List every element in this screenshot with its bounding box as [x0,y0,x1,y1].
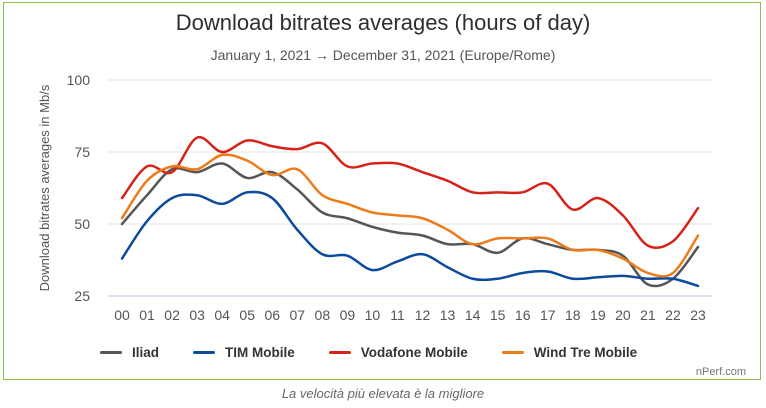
legend-item: Wind Tre Mobile [501,345,638,360]
x-tick-label: 14 [465,307,481,323]
x-tick-label: 08 [315,307,331,323]
chart-legend: Iliad TIM Mobile Vodafone Mobile Wind Tre M… [100,345,671,360]
x-tick-label: 20 [615,307,631,323]
x-tick-label: 01 [139,307,155,323]
line-chart: 25 50 75 100 00 01 02 03 04 05 06 07 08 09 10 11 12 13 14 1… [67,72,712,323]
chart-title: Download bitrates averages (hours of day… [175,10,591,35]
series-line-wind-tre-mobile [120,153,700,278]
series-line-iliad [120,162,700,288]
chart-frame [3,2,761,380]
x-tick-label: 21 [640,307,656,323]
caption-text: La velocità più elevata è la migliore [281,386,485,401]
x-tick-label: 05 [239,307,255,323]
x-tick-label: 09 [340,307,356,323]
x-tick-label: 11 [390,307,405,323]
x-tick-label: 02 [164,307,180,323]
x-tick-label: 12 [415,307,431,323]
x-tick-label: 03 [189,307,205,323]
legend-item: Iliad [100,345,159,360]
x-tick-label: 19 [590,307,606,323]
legend-label: Iliad [132,345,160,360]
x-tick-label: 18 [565,307,581,323]
x-tick-label: 10 [365,307,381,323]
series-line-vodafone-mobile [120,135,700,250]
x-tick-label: 06 [264,307,280,323]
y-tick-label: 25 [74,288,90,304]
x-tick-label: 07 [290,307,306,323]
legend-swatch [193,351,216,354]
legend-swatch [501,351,524,354]
legend-swatch [100,351,122,354]
x-tick-label: 00 [114,307,130,323]
chart-subtitle: January 1, 2021 → December 31, 2021 (Eur… [210,47,556,63]
x-tick-label: 15 [490,307,506,323]
x-tick-label: 13 [440,307,456,323]
x-tick-label: 23 [690,307,706,323]
legend-item: Vodafone Mobile [328,345,468,360]
credit-text: nPerf.com [695,366,746,378]
x-tick-label: 04 [214,307,230,323]
series-line-tim-mobile [120,190,700,288]
y-tick-label: 100 [67,72,91,88]
y-tick-label: 75 [74,144,90,160]
x-tick-label: 22 [665,307,681,323]
x-tick-label: 17 [540,307,556,323]
x-tick-label: 16 [515,307,531,323]
legend-label: TIM Mobile [225,345,295,360]
legend-swatch [328,351,351,354]
legend-label: Vodafone Mobile [360,345,468,360]
legend-item: TIM Mobile [193,345,295,360]
legend-label: Wind Tre Mobile [533,345,638,360]
y-tick-label: 50 [74,216,90,232]
